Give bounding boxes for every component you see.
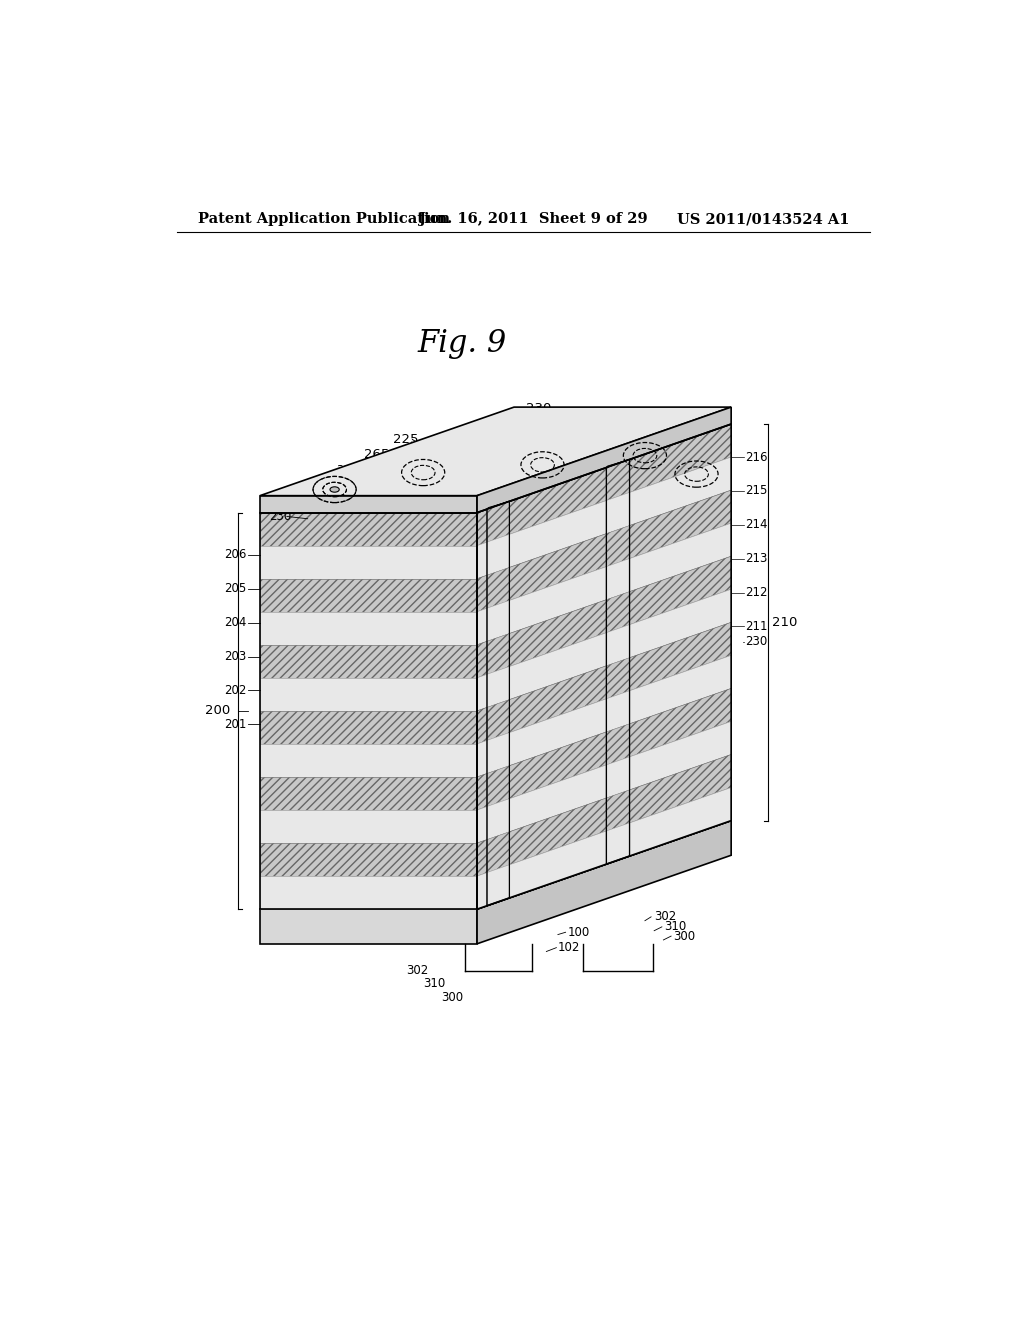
Polygon shape [477, 556, 731, 678]
Polygon shape [487, 634, 509, 675]
Polygon shape [487, 766, 509, 807]
Polygon shape [606, 822, 630, 865]
Text: 213: 213 [745, 552, 767, 565]
Polygon shape [477, 424, 731, 909]
Polygon shape [606, 459, 630, 500]
Polygon shape [260, 512, 477, 545]
Polygon shape [477, 589, 731, 711]
Polygon shape [260, 424, 731, 512]
Text: 230: 230 [745, 635, 767, 648]
Polygon shape [260, 578, 477, 611]
Polygon shape [487, 502, 509, 906]
Polygon shape [487, 601, 509, 642]
Text: Fig. 9: Fig. 9 [417, 327, 506, 359]
Text: 210: 210 [772, 616, 798, 628]
Polygon shape [606, 459, 630, 467]
Polygon shape [477, 490, 731, 611]
Text: 225: 225 [392, 433, 418, 446]
Text: 206: 206 [223, 548, 246, 561]
Text: US 2011/0143524 A1: US 2011/0143524 A1 [677, 213, 850, 226]
Polygon shape [477, 407, 731, 512]
Text: 214: 214 [745, 519, 768, 532]
Text: 310: 310 [337, 463, 358, 477]
Polygon shape [606, 459, 630, 865]
Polygon shape [260, 810, 477, 843]
Polygon shape [477, 457, 731, 578]
Polygon shape [477, 655, 731, 777]
Text: 203: 203 [224, 649, 246, 663]
Polygon shape [606, 624, 630, 665]
Text: 102: 102 [558, 941, 581, 954]
Polygon shape [606, 657, 630, 698]
Text: Jun. 16, 2011  Sheet 9 of 29: Jun. 16, 2011 Sheet 9 of 29 [419, 213, 648, 226]
Text: 230: 230 [269, 510, 292, 523]
Polygon shape [487, 832, 509, 873]
Polygon shape [606, 591, 630, 632]
Polygon shape [477, 523, 731, 644]
Text: 300: 300 [674, 929, 695, 942]
Polygon shape [260, 496, 477, 512]
Text: 50: 50 [290, 499, 305, 511]
Text: 302: 302 [328, 474, 349, 487]
Text: 302: 302 [407, 964, 429, 977]
Text: 310: 310 [424, 977, 445, 990]
Text: 211: 211 [745, 620, 768, 634]
Polygon shape [260, 876, 477, 909]
Polygon shape [606, 690, 630, 731]
Text: 202: 202 [223, 684, 246, 697]
Polygon shape [477, 755, 731, 876]
Polygon shape [606, 789, 630, 832]
Text: 212: 212 [745, 586, 768, 599]
Polygon shape [487, 667, 509, 708]
Polygon shape [487, 700, 509, 741]
Polygon shape [260, 611, 477, 644]
Polygon shape [260, 821, 731, 909]
Polygon shape [606, 558, 630, 599]
Polygon shape [606, 756, 630, 799]
Polygon shape [487, 502, 509, 543]
Polygon shape [260, 407, 731, 496]
Text: 204: 204 [223, 616, 246, 630]
Ellipse shape [330, 487, 339, 492]
Polygon shape [487, 535, 509, 576]
Polygon shape [477, 722, 731, 843]
Polygon shape [260, 644, 477, 678]
Polygon shape [487, 733, 509, 774]
Polygon shape [487, 865, 509, 906]
Polygon shape [477, 821, 731, 944]
Polygon shape [477, 788, 731, 909]
Polygon shape [260, 711, 477, 744]
Polygon shape [477, 424, 731, 545]
Polygon shape [477, 689, 731, 810]
Polygon shape [606, 723, 630, 764]
Text: 230: 230 [526, 403, 551, 416]
Polygon shape [260, 843, 477, 876]
Text: 265: 265 [365, 449, 390, 462]
Text: 215: 215 [745, 484, 767, 498]
Text: 216: 216 [745, 450, 768, 463]
Polygon shape [260, 909, 477, 944]
Polygon shape [260, 678, 477, 711]
Text: 300: 300 [315, 484, 338, 498]
Polygon shape [606, 525, 630, 566]
Text: 201: 201 [223, 718, 246, 731]
Text: 100: 100 [568, 925, 590, 939]
Text: 310: 310 [665, 920, 686, 933]
Text: 200: 200 [206, 705, 230, 717]
Polygon shape [487, 799, 509, 840]
Polygon shape [487, 568, 509, 609]
Polygon shape [487, 502, 509, 510]
Polygon shape [260, 777, 477, 810]
Polygon shape [606, 492, 630, 533]
Text: 300: 300 [441, 991, 464, 1005]
Polygon shape [477, 622, 731, 744]
Text: 302: 302 [654, 911, 677, 924]
Text: Patent Application Publication: Patent Application Publication [199, 213, 451, 226]
Polygon shape [260, 744, 477, 777]
Polygon shape [260, 545, 477, 578]
Text: 205: 205 [224, 582, 246, 595]
